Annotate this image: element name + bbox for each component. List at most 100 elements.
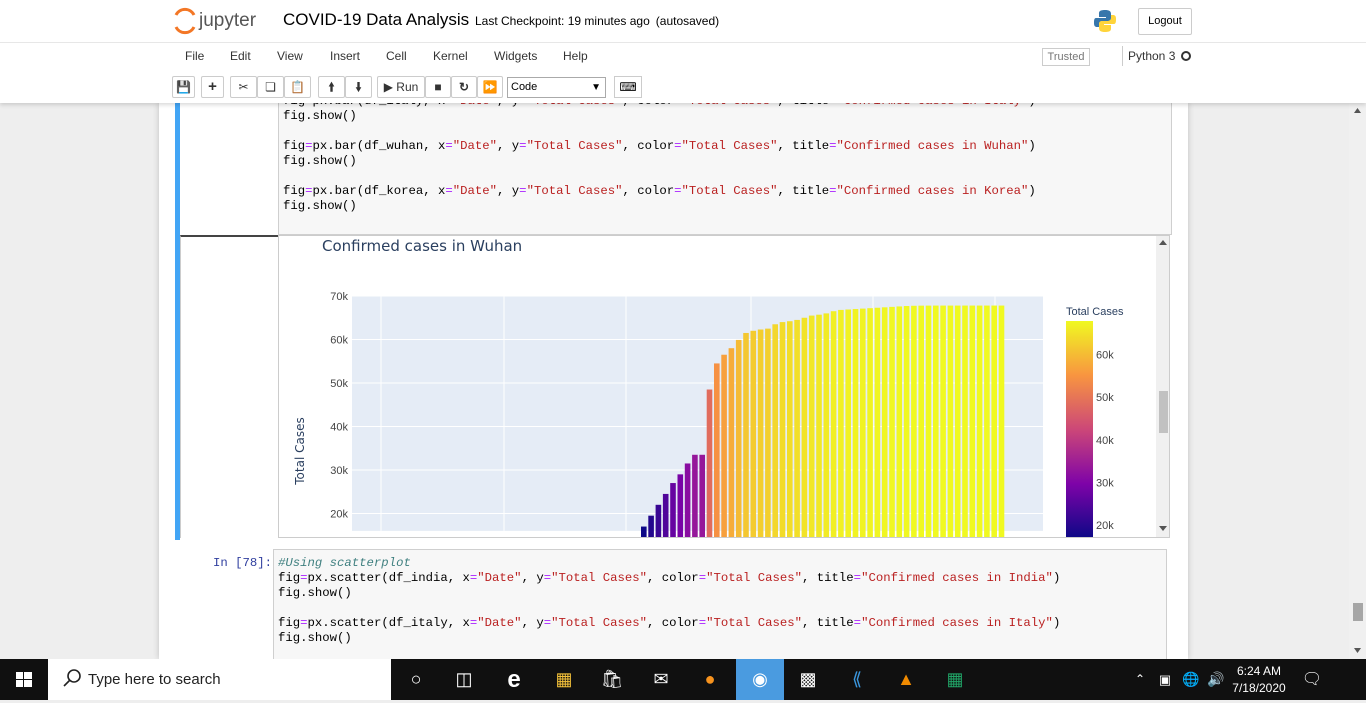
- code-cell[interactable]: In [78]: #Using scatterplot fig=px.scatte…: [175, 547, 1172, 661]
- bar: [655, 504, 662, 537]
- jupyter-logo[interactable]: jupyter: [172, 7, 277, 35]
- cell-prompt: In [78]:: [213, 556, 273, 570]
- network-icon[interactable]: ▣: [1158, 672, 1172, 687]
- code-cell[interactable]: fig=px.bar(df_italy, x="Date", y="Total …: [175, 83, 1172, 241]
- chevron-up-icon[interactable]: ⌃: [1134, 672, 1146, 686]
- code-line: fig=px.bar(df_korea, x="Date", y="Total …: [283, 184, 1036, 198]
- cell-type-value: Code: [511, 81, 538, 93]
- menu-widgets[interactable]: Widgets: [494, 49, 538, 63]
- menu-insert[interactable]: Insert: [330, 49, 361, 63]
- colorbar-tick-label: 60k: [1096, 349, 1114, 361]
- notebook-site: fig=px.bar(df_italy, x="Date", y="Total …: [0, 83, 1366, 661]
- scroll-up-arrow-icon[interactable]: [1159, 240, 1167, 245]
- volume-icon[interactable]: 🔊: [1207, 671, 1225, 687]
- menu-cell[interactable]: Cell: [386, 49, 407, 63]
- bar: [925, 305, 932, 537]
- code-input-area[interactable]: #Using scatterplot fig=px.scatter(df_indi…: [273, 549, 1167, 661]
- windows-logo-icon: [16, 672, 32, 687]
- code-line: [283, 169, 1167, 184]
- uc-browser-icon[interactable]: ●: [704, 669, 716, 689]
- clock-time: 6:24 AM: [1236, 664, 1282, 678]
- kernel-idle-icon: [1181, 51, 1192, 61]
- code-input-area[interactable]: fig=px.bar(df_italy, x="Date", y="Total …: [278, 83, 1172, 235]
- windows-taskbar: Type here to search ○ ◫ e ▦ 🛍 ✉ ● ◉ ▩ ⟪ …: [0, 659, 1366, 700]
- menu-kernel[interactable]: Kernel: [433, 49, 468, 63]
- output-scroll-area[interactable]: 20k 30k 40k 50k 60k 70k Confirmed cases in Wuh…: [278, 235, 1170, 538]
- insert-cell-button[interactable]: +: [201, 76, 224, 98]
- paste-button[interactable]: 📋: [284, 76, 311, 98]
- bar: [816, 314, 822, 537]
- code-line: fig.show(): [278, 631, 352, 645]
- bar: [743, 332, 749, 537]
- save-button[interactable]: 💾: [172, 76, 195, 98]
- command-palette-button[interactable]: ⌨: [614, 76, 642, 98]
- arrow-up-icon: 🠙: [328, 80, 335, 94]
- vscode-icon[interactable]: ⟪: [851, 669, 862, 689]
- menu-help[interactable]: Help: [563, 49, 588, 63]
- globe-icon[interactable]: 🌐: [1182, 671, 1200, 687]
- y-tick-label: 20k: [330, 509, 348, 521]
- page-scrollbar-thumb[interactable]: [1353, 603, 1363, 621]
- interrupt-button[interactable]: ■: [425, 76, 451, 98]
- bar: [830, 311, 837, 537]
- notebook-title[interactable]: COVID-19 Data Analysis: [283, 10, 470, 29]
- terminal-icon[interactable]: ▩: [799, 669, 817, 689]
- vlc-icon[interactable]: ▲: [897, 669, 915, 689]
- wuhan-bar-chart: 20k 30k 40k 50k 60k 70k Confirmed cases in Wuh…: [293, 237, 1124, 537]
- bar: [984, 305, 990, 537]
- task-view-icon[interactable]: ◫: [455, 669, 473, 689]
- plus-icon: +: [208, 78, 217, 95]
- page-scroll-down-icon[interactable]: [1354, 648, 1361, 653]
- notebook-header: jupyter COVID-19 Data Analysis Last Chec…: [0, 0, 1366, 103]
- bar: [648, 515, 654, 537]
- mail-icon[interactable]: ✉: [653, 669, 669, 689]
- move-down-button[interactable]: 🠛: [345, 76, 372, 98]
- start-button[interactable]: [0, 659, 48, 700]
- bar: [794, 319, 800, 537]
- menu-edit[interactable]: Edit: [230, 49, 251, 63]
- trusted-badge[interactable]: Trusted: [1042, 48, 1090, 66]
- move-up-button[interactable]: 🠙: [318, 76, 345, 98]
- arrow-down-icon: 🠛: [355, 80, 362, 94]
- bar: [867, 308, 873, 537]
- search-icon: [63, 669, 81, 687]
- bar: [896, 306, 903, 537]
- store-icon[interactable]: 🛍: [600, 669, 624, 689]
- scrollbar-thumb[interactable]: [1159, 391, 1168, 433]
- save-icon: 💾: [176, 80, 191, 94]
- bar: [860, 308, 866, 537]
- cell-type-select[interactable]: Code ▼: [507, 77, 606, 98]
- bar: [750, 330, 757, 537]
- restart-button[interactable]: ↻: [451, 76, 477, 98]
- taskbar-search-box[interactable]: Type here to search: [48, 659, 391, 700]
- excel-icon[interactable]: ▦: [946, 669, 964, 689]
- bar: [881, 307, 888, 537]
- y-axis-label: Total Cases: [293, 417, 307, 485]
- fast-forward-icon: ⏩: [482, 80, 498, 94]
- bar: [852, 309, 859, 537]
- logout-button[interactable]: Logout: [1138, 8, 1192, 35]
- bar: [787, 321, 793, 537]
- cut-button[interactable]: ✂: [230, 76, 257, 98]
- notifications-icon[interactable]: 🗨: [1301, 671, 1323, 688]
- chrome-icon[interactable]: ◉: [736, 659, 784, 700]
- y-tick-label: 60k: [330, 335, 348, 347]
- taskbar-clock[interactable]: 6:24 AM 7/18/2020: [1230, 663, 1288, 697]
- page-scrollbar[interactable]: [1349, 103, 1366, 659]
- copy-icon: ❏: [265, 80, 276, 94]
- copy-button[interactable]: ❏: [257, 76, 284, 98]
- menu-view[interactable]: View: [277, 49, 303, 63]
- python-logo-icon: [1092, 8, 1118, 34]
- scroll-down-arrow-icon[interactable]: [1159, 526, 1167, 531]
- run-button[interactable]: ▶ Run: [377, 76, 425, 98]
- page-scroll-up-icon[interactable]: [1354, 108, 1361, 113]
- menu-file[interactable]: File: [185, 49, 205, 63]
- bar: [692, 454, 698, 537]
- restart-run-all-button[interactable]: ⏩: [477, 76, 503, 98]
- edge-browser-icon[interactable]: e: [507, 666, 521, 693]
- file-explorer-icon[interactable]: ▦: [555, 669, 573, 689]
- cortana-icon[interactable]: ○: [410, 669, 422, 689]
- bar: [940, 305, 946, 537]
- bar: [757, 329, 764, 537]
- output-scrollbar[interactable]: [1156, 236, 1169, 537]
